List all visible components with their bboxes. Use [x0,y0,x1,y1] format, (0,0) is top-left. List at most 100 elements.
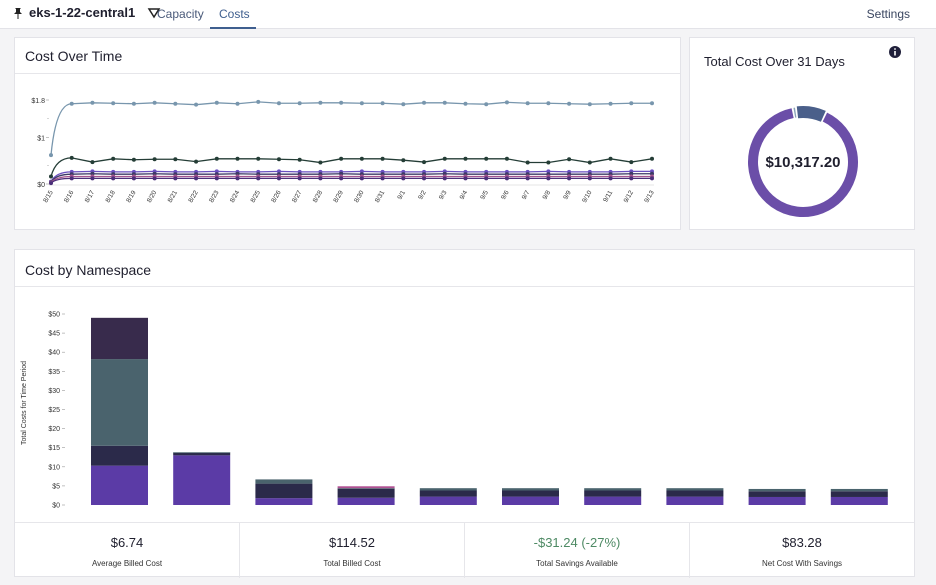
bar-segment-purple [419,496,477,505]
x-tick-label: 8/16 [63,189,76,204]
data-point [463,176,468,181]
data-point [629,160,634,165]
data-point [235,101,240,106]
bar-segment-teal [748,488,806,492]
x-tick-label: 8/17 [84,189,97,204]
stat-label: Average Billed Cost [91,559,163,568]
data-point [339,156,344,161]
data-point [256,156,261,161]
data-point [484,156,489,161]
y-axis-title: Total Costs for Time Period [21,361,28,445]
data-point [111,101,116,106]
stat-value: $83.28 [782,535,822,550]
data-point [69,155,74,160]
data-point [214,176,219,181]
bar-segment-purple [666,496,724,505]
data-point [339,171,344,176]
bar-segment-navy [255,483,313,499]
info-icon[interactable] [888,45,902,59]
settings-link[interactable]: Settings [866,7,910,21]
x-tick-label: 9/1 [396,189,407,201]
data-point [235,171,240,176]
data-point [152,176,157,181]
data-point [442,100,447,105]
x-tick-label: 9/9 [562,189,573,201]
data-point [442,176,447,181]
y-tick-label: $40 [48,350,60,357]
data-point [90,171,95,176]
top-bar: eks-1-22-central1 Capacity Costs Setting… [0,0,936,29]
data-point [69,101,74,106]
data-point [525,176,530,181]
data-point [173,157,178,162]
total-cost-donut: $10,317.20 [748,106,858,217]
tab-costs[interactable]: Costs [210,7,256,29]
data-point [318,160,323,165]
data-point [629,171,634,176]
data-point [173,176,178,181]
data-point [567,101,572,106]
data-point [422,176,427,181]
bar-segment-navy [337,488,395,498]
data-point [49,174,53,179]
bar-segment-purple [173,455,231,505]
y-tick-label: $10 [48,464,60,471]
data-point [235,156,240,161]
data-point [546,176,551,181]
data-point [525,101,530,106]
y-tick-label: $50 [48,312,60,319]
data-point [318,176,323,181]
y-tick-label: $25 [48,407,60,414]
data-point [276,176,281,181]
data-point [401,102,406,107]
data-point [111,176,116,181]
data-point [504,100,509,105]
x-tick-label: 9/6 [500,189,511,201]
data-point [359,156,364,161]
bar-segment-purple [337,497,395,505]
data-point [650,156,654,161]
data-point [504,176,509,181]
bar-segment-navy [748,491,806,497]
bar-segment-navy [91,445,148,466]
data-point [567,176,572,181]
bar-segment-navy [502,490,559,497]
tab-capacity[interactable]: Capacity [157,7,204,21]
stat-label: Net Cost With Savings [761,559,843,568]
data-point [587,102,592,107]
y-tick-label: $5 [52,483,60,490]
data-point [194,159,199,164]
bar-segment-pink [337,486,395,489]
chevron-down-icon[interactable] [147,7,161,19]
cost-by-namespace-card: Cost by Namespace Total Costs for Time P… [14,249,915,578]
y-tick-label: $20 [48,426,60,433]
y-tick-label: $1 [37,135,45,142]
data-point [235,176,240,181]
x-tick-label: 9/8 [542,189,553,201]
data-point [608,176,613,181]
pin-icon [14,7,22,19]
bar-segment-teal [337,488,395,489]
data-point [297,101,302,106]
data-point [339,176,344,181]
data-point [90,176,95,181]
bar-segment-navy [419,490,477,497]
data-point [359,169,364,174]
data-point [650,176,654,181]
data-point [587,176,592,181]
x-tick-label: 8/15 [42,189,55,204]
bar-segment-plum [91,317,148,360]
cluster-selector[interactable]: eks-1-22-central1 [13,5,161,20]
x-tick-label: 8/21 [167,189,180,204]
data-point [380,101,385,106]
data-point [276,101,281,106]
data-point [567,157,572,162]
data-point [276,169,281,174]
data-point [131,101,136,106]
data-point [194,102,199,107]
bar-segment-navy [173,452,231,456]
x-tick-label: 9/3 [438,189,449,201]
data-point [546,101,551,106]
data-point [650,101,654,106]
x-tick-label: 8/28 [312,189,325,204]
